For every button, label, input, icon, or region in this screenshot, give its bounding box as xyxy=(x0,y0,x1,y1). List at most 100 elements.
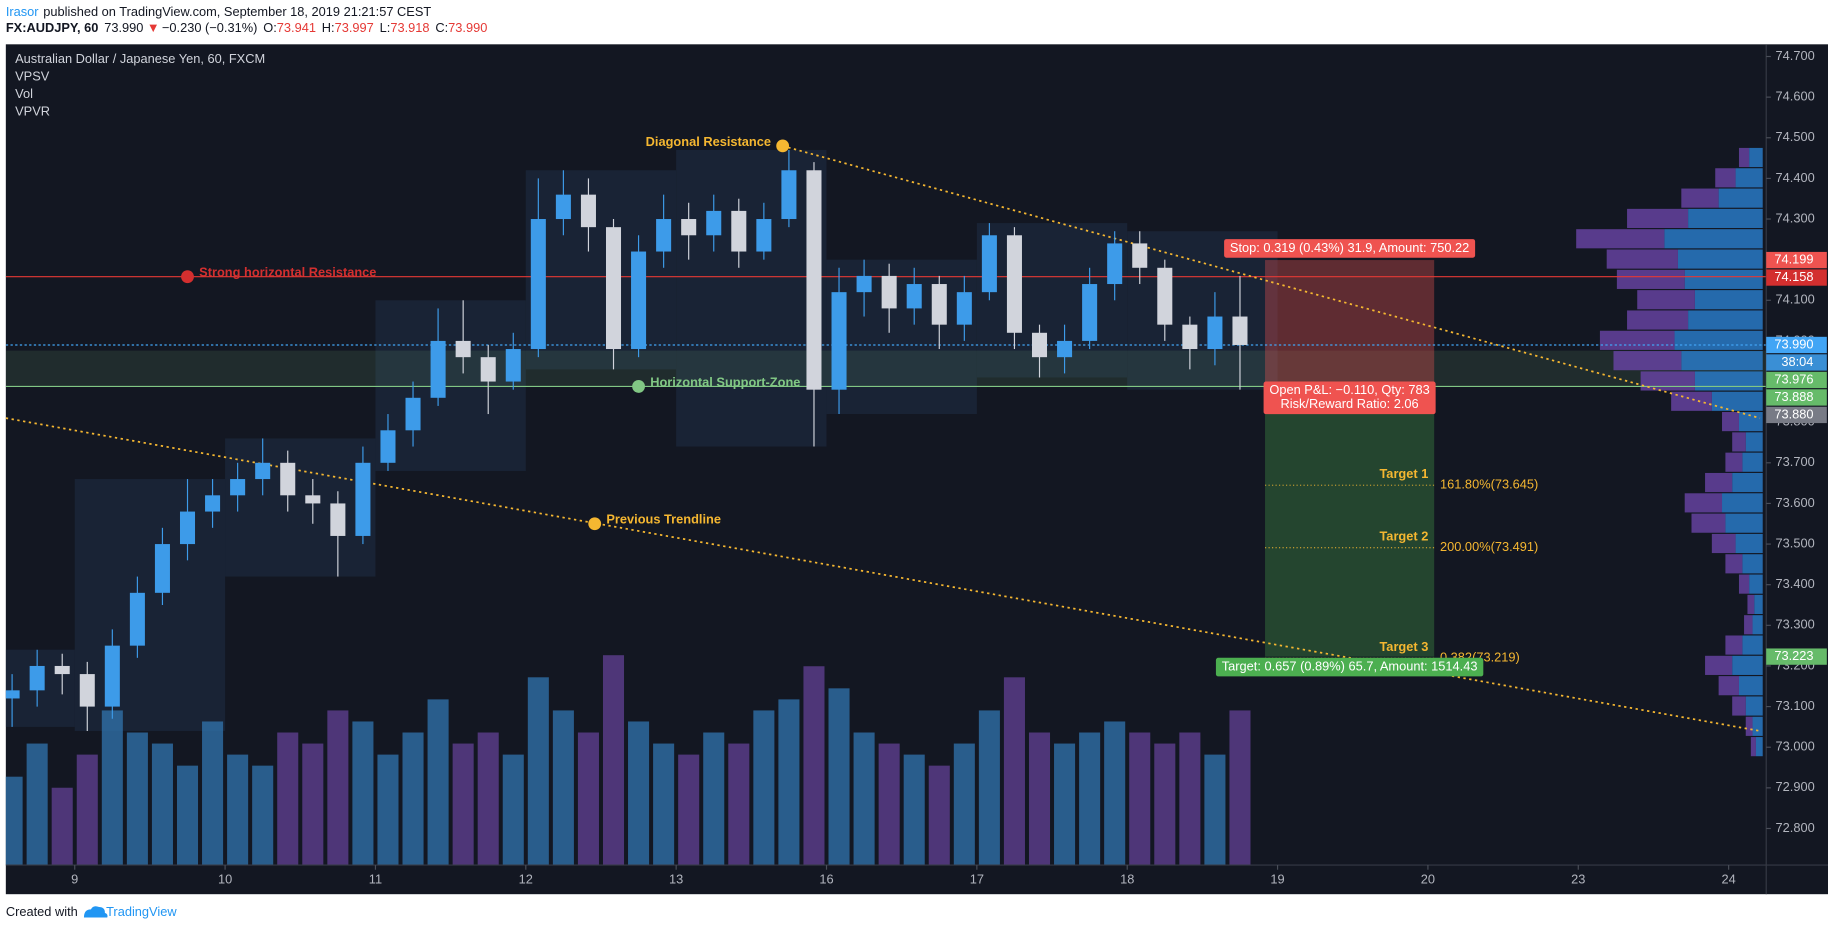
candle-body xyxy=(154,544,170,593)
volume-bar xyxy=(552,710,574,866)
candle-body xyxy=(1157,267,1173,325)
vpvr-down xyxy=(1725,635,1743,655)
vpvr-down xyxy=(1606,249,1678,269)
volume-bar xyxy=(452,743,474,866)
indicator: VPVR xyxy=(15,103,50,118)
candle-body xyxy=(380,430,396,463)
last-price: 73.990 xyxy=(104,21,143,36)
vpvr-up xyxy=(1749,147,1763,168)
stop-label-text: Stop: 0.319 (0.43%) 31.9, Amount: 750.22 xyxy=(1230,240,1469,255)
volume-bar xyxy=(703,732,725,866)
volume-bar xyxy=(653,743,675,866)
candle-body xyxy=(1232,316,1248,345)
indicator: Vol xyxy=(15,86,33,101)
vpvr-up xyxy=(1688,310,1763,330)
y-tick-label: 73.400 xyxy=(1776,576,1815,591)
vpvr-down xyxy=(1637,290,1695,310)
vpvr-up xyxy=(1664,229,1763,249)
price-tag xyxy=(1766,251,1827,269)
volume-bar xyxy=(1204,754,1226,866)
vpvr-down xyxy=(1599,330,1675,350)
target-label: 200.00%(73.491) xyxy=(1440,539,1538,554)
volume-bar xyxy=(377,754,399,866)
y-tick-label: 73.700 xyxy=(1776,454,1815,469)
support-zone xyxy=(5,350,1767,387)
volume-bar xyxy=(853,732,875,866)
candle-body xyxy=(1107,243,1123,285)
author: Irasor xyxy=(6,4,39,19)
volume-bar xyxy=(51,787,73,866)
candle-body xyxy=(305,495,321,504)
volume-bar xyxy=(502,754,524,866)
candle-body xyxy=(129,592,145,646)
vpvr-down xyxy=(1711,533,1736,554)
x-tick-label: 16 xyxy=(819,872,833,887)
change-arrow: ▼ xyxy=(147,21,160,36)
vpvr-up xyxy=(1752,716,1763,736)
session-box xyxy=(976,223,1128,378)
candle-body xyxy=(1207,316,1223,350)
candle-body xyxy=(355,462,371,536)
candle-body xyxy=(29,665,45,691)
vpvr-up xyxy=(1752,615,1763,635)
vpvr-up xyxy=(1674,330,1763,350)
price-tag xyxy=(1766,336,1827,354)
target-name: Target 1 xyxy=(1379,466,1428,481)
vpvr-down xyxy=(1722,412,1739,432)
candle-body xyxy=(230,479,246,496)
ohlc-value: 73.990 xyxy=(448,21,487,36)
footer-created: Created with xyxy=(6,904,78,919)
candle-body xyxy=(555,194,571,220)
symbol-line: FX:AUDJPY, 60 73.990 ▼ −0.230 (−0.31%) O:73.… xyxy=(6,21,488,36)
volume-bar xyxy=(1129,732,1151,866)
annotation-text: Strong horizontal Resistance xyxy=(199,265,376,280)
candle-body xyxy=(205,495,221,512)
vpvr-down xyxy=(1725,554,1743,574)
candle-body xyxy=(931,284,947,325)
candle-body xyxy=(79,674,95,707)
ohlc-key: H: xyxy=(322,21,335,36)
price-tag-label: 73.976 xyxy=(1774,371,1813,386)
volume-bar xyxy=(878,743,900,866)
vpvr-up xyxy=(1745,432,1763,452)
candle-body xyxy=(530,219,546,350)
candle-body xyxy=(104,645,120,707)
candle-body xyxy=(505,349,521,382)
vpvr-down xyxy=(1640,371,1695,391)
x-tick-label: 12 xyxy=(519,872,533,887)
volume xyxy=(5,655,1251,866)
session-box xyxy=(375,300,526,471)
x-tick-label: 10 xyxy=(218,872,232,887)
volume-bar xyxy=(227,754,249,866)
price-tag-label: 73.888 xyxy=(1774,389,1813,404)
price-tag-label: 73.223 xyxy=(1774,648,1813,663)
volume-bar xyxy=(1154,743,1176,866)
vpvr-up xyxy=(1725,513,1763,533)
volume-bar xyxy=(126,732,148,866)
vpvr-down xyxy=(1715,168,1736,188)
target-label-bg xyxy=(1215,657,1484,677)
vpvr-down xyxy=(1705,655,1733,675)
candle-body xyxy=(806,170,822,390)
price-tag xyxy=(1766,389,1827,406)
candle-body xyxy=(906,284,922,309)
volume-bar xyxy=(101,710,123,866)
vpvr-up xyxy=(1694,290,1763,310)
volume-bar xyxy=(628,721,650,866)
candle-body xyxy=(480,357,496,382)
vpvr-up xyxy=(1749,574,1763,594)
volume-bar xyxy=(903,754,925,866)
vpvr-down xyxy=(1705,472,1733,493)
candle-body xyxy=(731,210,747,252)
vpvr-up xyxy=(1688,208,1763,229)
price-tag-label: 73.990 xyxy=(1774,336,1813,351)
vpvr-down xyxy=(1718,676,1739,696)
annotation-dot xyxy=(632,380,645,393)
annotations: Strong horizontal Resistance Horizontal S… xyxy=(181,134,1538,677)
vpvr-down xyxy=(1627,208,1689,229)
ohlc-value: 73.997 xyxy=(335,21,374,36)
session-box xyxy=(676,149,827,447)
annotation-dot xyxy=(776,139,790,153)
